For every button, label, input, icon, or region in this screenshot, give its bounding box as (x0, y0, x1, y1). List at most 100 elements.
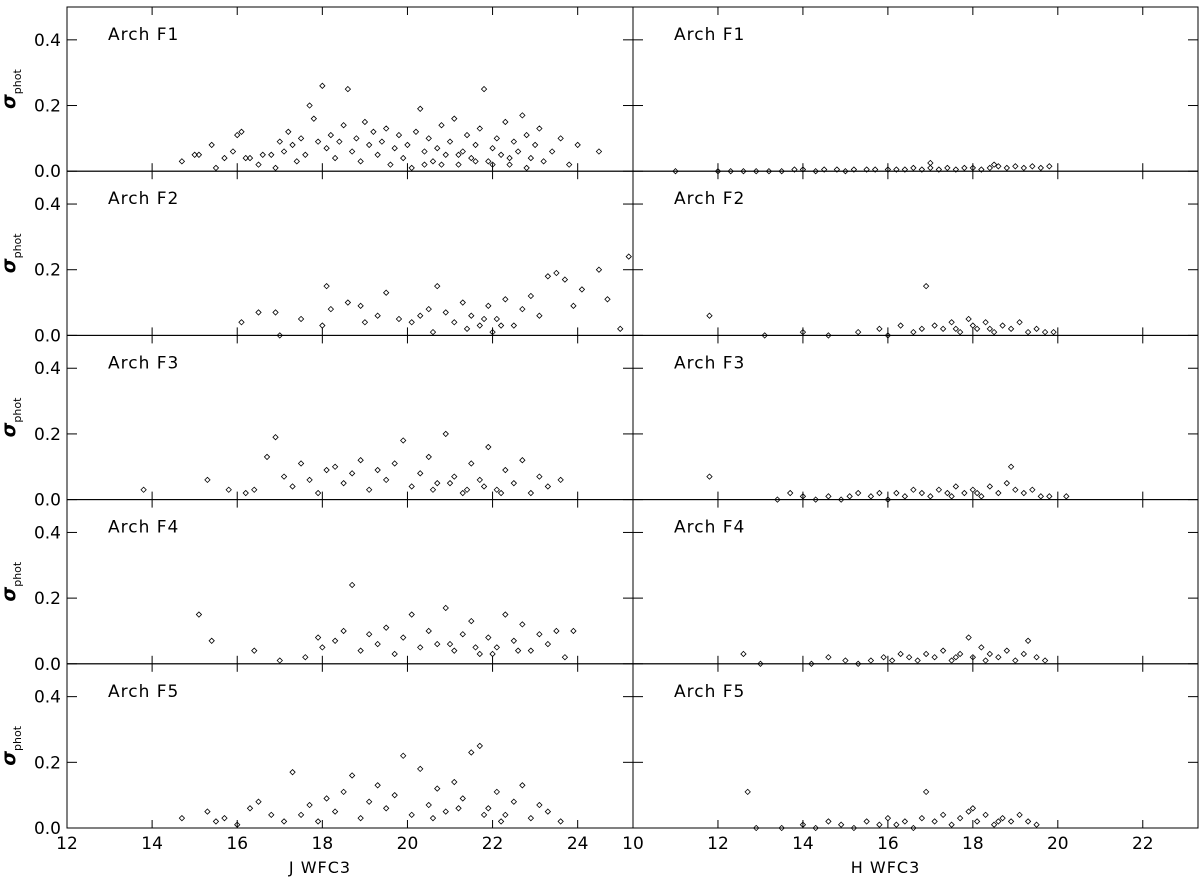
data-point (178, 158, 186, 165)
ytick-label: 0.4 (34, 523, 61, 543)
data-point (400, 154, 407, 162)
data-point (459, 795, 466, 802)
data-point (208, 141, 215, 149)
data-point (421, 161, 428, 168)
data-point (927, 493, 934, 500)
y-axis-subscript: phot (11, 233, 24, 259)
data-point (544, 808, 552, 815)
data-point (740, 168, 747, 175)
data-point (297, 135, 305, 142)
panel-0-0: Arch F1 0.0 0.2 0.4 σphot (0, 6, 634, 182)
data-point (293, 158, 300, 165)
data-point (846, 493, 853, 500)
data-point (956, 328, 964, 336)
panel-label: Arch F5 (674, 682, 745, 702)
y-axis-symbol: σ (0, 587, 20, 602)
data-point (489, 328, 496, 336)
data-point (319, 82, 326, 89)
data-point (531, 141, 539, 149)
panel-label: Arch F1 (108, 25, 179, 45)
data-point (472, 158, 479, 165)
data-point (888, 657, 896, 664)
data-point (408, 811, 415, 819)
data-point (476, 742, 483, 750)
data-point (446, 138, 454, 145)
panel-label: Arch F4 (108, 518, 179, 538)
data-point (536, 125, 543, 132)
ytick-label: 0.0 (34, 491, 61, 511)
data-point (935, 166, 943, 173)
data-point (557, 135, 564, 142)
data-point (289, 141, 296, 149)
data-point (348, 581, 356, 589)
data-point (544, 483, 552, 490)
data-point (306, 476, 313, 484)
data-point (514, 647, 522, 654)
data-point (476, 125, 483, 132)
data-point (417, 470, 424, 477)
data-point (476, 650, 483, 658)
data-point (825, 332, 832, 339)
y-axis-subscript: phot (11, 397, 24, 423)
data-point (510, 138, 518, 145)
data-point (808, 660, 815, 667)
data-point (451, 473, 458, 480)
data-point (965, 315, 972, 323)
data-point (497, 322, 505, 329)
data-point (510, 798, 518, 805)
data-point (561, 276, 569, 283)
y-axis-subscript: phot (11, 69, 24, 95)
ytick-label: 0.2 (34, 97, 61, 117)
x-axis-title: J WFC3 (288, 858, 351, 877)
data-point (510, 480, 518, 487)
data-point (1007, 325, 1015, 332)
data-point (876, 325, 883, 332)
data-point (425, 801, 432, 809)
data-point (986, 325, 994, 332)
data-point (527, 647, 535, 654)
data-point (944, 164, 951, 172)
xtick-label: 18 (962, 834, 984, 854)
data-point (493, 315, 500, 323)
data-point (982, 319, 989, 326)
data-point (523, 164, 530, 172)
data-point (336, 138, 343, 145)
data-point (455, 161, 462, 168)
data-point (880, 654, 887, 661)
data-point (451, 647, 458, 654)
data-point (939, 811, 947, 819)
data-point (973, 489, 981, 497)
data-point (863, 818, 870, 825)
data-point (400, 437, 407, 444)
data-point (727, 168, 734, 175)
data-point (268, 151, 275, 158)
data-point (442, 604, 449, 612)
y-axis-symbol: σ (0, 94, 20, 109)
data-point (370, 128, 377, 135)
data-point (417, 765, 424, 773)
data-point (493, 644, 500, 651)
data-point (867, 657, 875, 664)
data-point (1024, 818, 1032, 825)
data-point (391, 650, 398, 658)
data-point (965, 634, 972, 641)
y-axis-subscript: phot (11, 725, 24, 751)
data-point (617, 325, 624, 332)
data-point (391, 460, 398, 467)
data-point (774, 496, 781, 503)
data-point (438, 161, 445, 168)
data-point (493, 788, 500, 796)
data-point (999, 322, 1006, 329)
data-point (842, 168, 849, 175)
data-point (446, 480, 454, 487)
data-point (493, 135, 500, 142)
data-point (1063, 493, 1070, 500)
data-point (480, 483, 488, 490)
data-point (408, 483, 415, 490)
data-point (323, 282, 330, 290)
data-point (204, 808, 211, 815)
data-point (506, 154, 513, 162)
data-point (948, 493, 955, 500)
data-point (1033, 654, 1040, 661)
data-point (595, 266, 603, 273)
